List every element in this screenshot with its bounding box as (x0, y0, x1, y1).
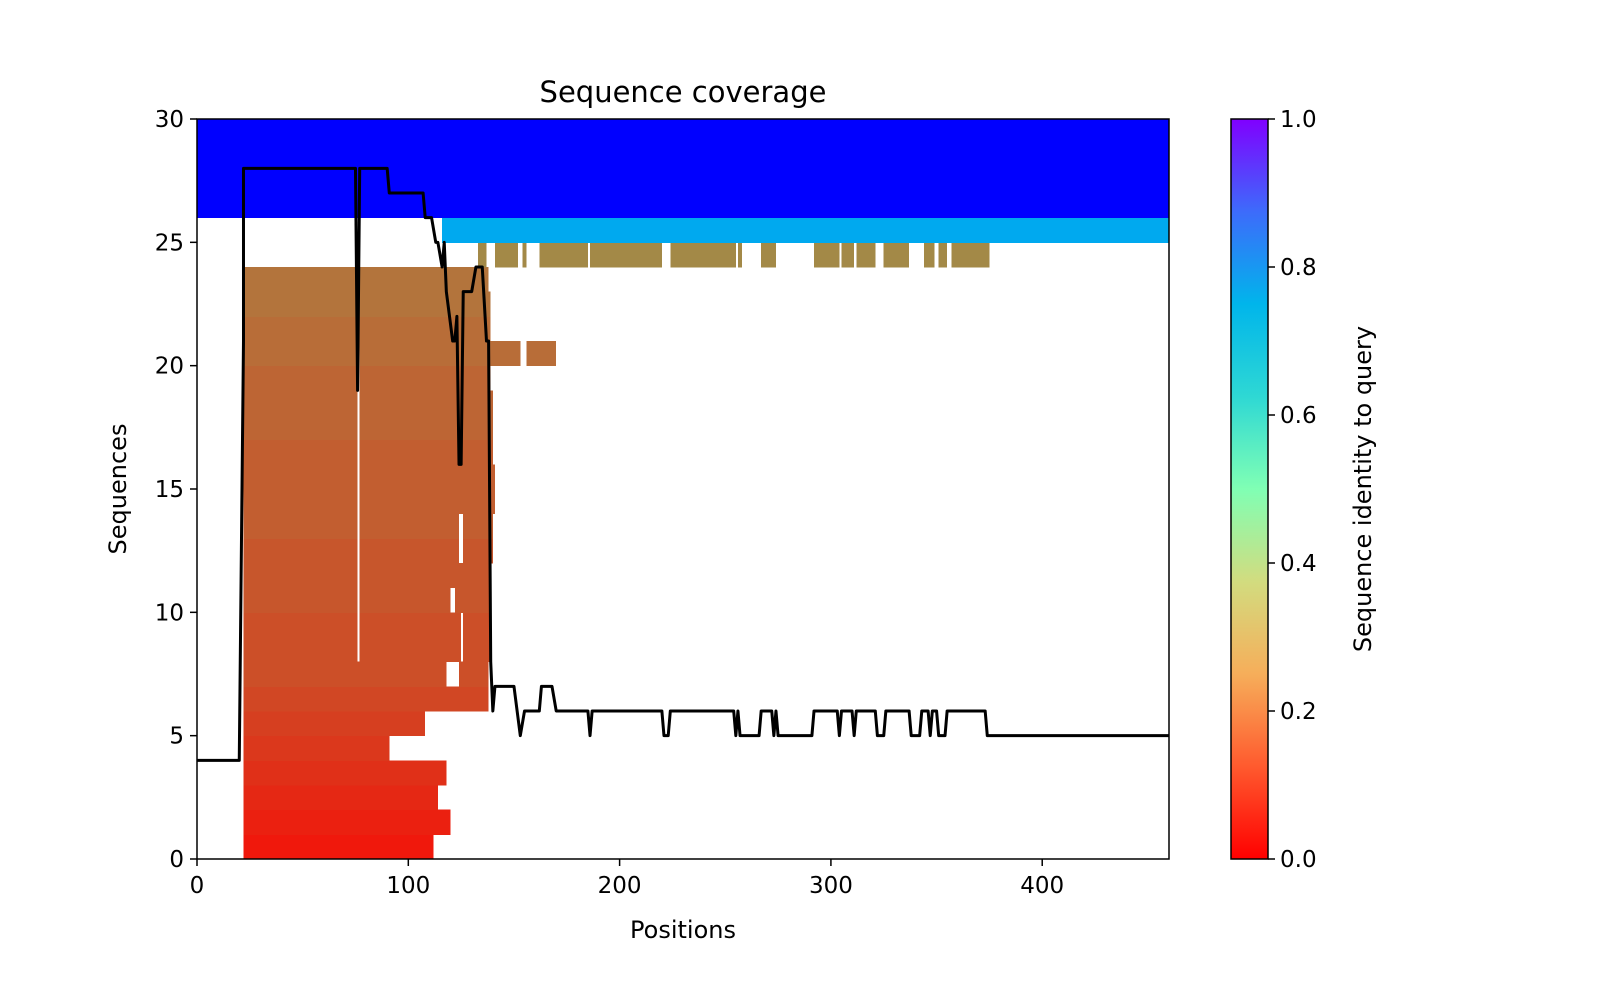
colorbar-gradient (1230, 118, 1269, 860)
x-axis-label: Positions (630, 916, 736, 944)
coverage-cell (359, 439, 493, 465)
coverage-cell (243, 711, 426, 737)
coverage-cell (454, 587, 491, 613)
coverage-cells (197, 119, 1169, 860)
colorbar-tick-label: 0.4 (1280, 551, 1317, 577)
coverage-cell (243, 513, 358, 539)
chart-title: Sequence coverage (540, 75, 827, 109)
colorbar-label: Sequence identity to query (1349, 326, 1377, 652)
coverage-cell (737, 242, 743, 268)
coverage-cell (243, 316, 358, 342)
x-tick-label: 400 (1020, 873, 1064, 899)
coverage-cell (359, 563, 491, 589)
coverage-cell (243, 365, 358, 391)
y-tick-label: 10 (155, 600, 184, 626)
coverage-cell (841, 242, 855, 268)
x-tick-label: 300 (809, 873, 853, 899)
coverage-cell (243, 834, 434, 860)
coverage-cell (359, 365, 491, 391)
coverage-cell (197, 119, 1169, 145)
coverage-cell (359, 390, 493, 416)
coverage-cell (951, 242, 990, 268)
x-tick-label: 200 (598, 873, 642, 899)
coverage-cell (463, 513, 493, 539)
coverage-cell (359, 489, 495, 515)
coverage-cell (243, 587, 358, 613)
coverage-cell (459, 661, 489, 687)
coverage-cell (243, 563, 358, 589)
y-tick-label: 0 (169, 847, 184, 873)
coverage-cell (442, 217, 1169, 243)
coverage-cell (590, 242, 662, 268)
colorbar-tick-label: 0.2 (1280, 699, 1317, 725)
coverage-cell (522, 242, 527, 268)
coverage-cell (359, 513, 460, 539)
coverage-cell (359, 291, 491, 317)
colorbar-tick-label: 0.0 (1280, 847, 1317, 873)
coverage-cell (243, 489, 358, 515)
coverage-cell (923, 242, 935, 268)
coverage-cell (463, 538, 493, 564)
colorbar: 0.0 0.2 0.4 0.6 0.8 1.0 Sequence identity to … (1230, 107, 1377, 873)
y-axis-label: Sequences (104, 424, 132, 555)
coverage-cell (243, 760, 447, 786)
y-tick-label: 25 (155, 230, 184, 256)
coverage-cell (243, 809, 451, 835)
y-axis: 0 5 10 15 20 25 30 (155, 107, 197, 873)
coverage-cell (243, 612, 358, 638)
coverage-cell (761, 242, 776, 268)
y-tick-label: 15 (155, 477, 184, 503)
coverage-cell (526, 341, 557, 367)
coverage-cell (243, 637, 358, 663)
colorbar-tick-label: 0.6 (1280, 403, 1317, 429)
colorbar-tick-label: 1.0 (1280, 107, 1317, 133)
coverage-cell (359, 587, 451, 613)
coverage-cell (856, 242, 876, 268)
coverage-cell (359, 341, 493, 367)
colorbar-tick-label: 0.8 (1280, 255, 1317, 281)
y-tick-label: 30 (155, 107, 184, 133)
coverage-cell (938, 242, 948, 268)
coverage-cell (814, 242, 840, 268)
x-tick-label: 0 (190, 873, 205, 899)
coverage-cell (243, 538, 358, 564)
coverage-cell (359, 415, 493, 441)
coverage-cell (670, 242, 736, 268)
y-tick-label: 5 (169, 724, 184, 750)
coverage-cell (197, 143, 1169, 169)
coverage-cell (243, 464, 358, 490)
x-tick-label: 100 (386, 873, 430, 899)
coverage-cell (883, 242, 910, 268)
y-tick-label: 20 (155, 354, 184, 380)
coverage-cell (359, 538, 460, 564)
coverage-cell (243, 661, 447, 687)
coverage-cell (243, 785, 438, 811)
coverage-cell (243, 415, 358, 441)
x-axis: 0 100 200 300 400 (190, 859, 1064, 899)
coverage-cell (243, 341, 358, 367)
coverage-cell (243, 735, 390, 761)
coverage-cell (197, 168, 1169, 194)
plot-area (196, 118, 1170, 860)
coverage-cell (197, 193, 1169, 219)
coverage-line (197, 166, 1169, 762)
coverage-cell (492, 341, 521, 367)
coverage-cell (243, 390, 358, 416)
coverage-cell (539, 242, 588, 268)
coverage-cell (359, 316, 491, 342)
coverage-cell (359, 464, 495, 490)
coverage-cell (463, 637, 491, 663)
coverage-cell (359, 612, 462, 638)
coverage-cell (359, 637, 462, 663)
coverage-cell (494, 242, 519, 268)
coverage-cell (243, 291, 358, 317)
colorbar-ticks: 0.0 0.2 0.4 0.6 0.8 1.0 (1268, 107, 1317, 873)
coverage-cell (243, 267, 489, 293)
coverage-cell (243, 439, 358, 465)
coverage-cell (243, 686, 489, 712)
coverage-cell (478, 242, 487, 268)
coverage-cell (463, 612, 491, 638)
